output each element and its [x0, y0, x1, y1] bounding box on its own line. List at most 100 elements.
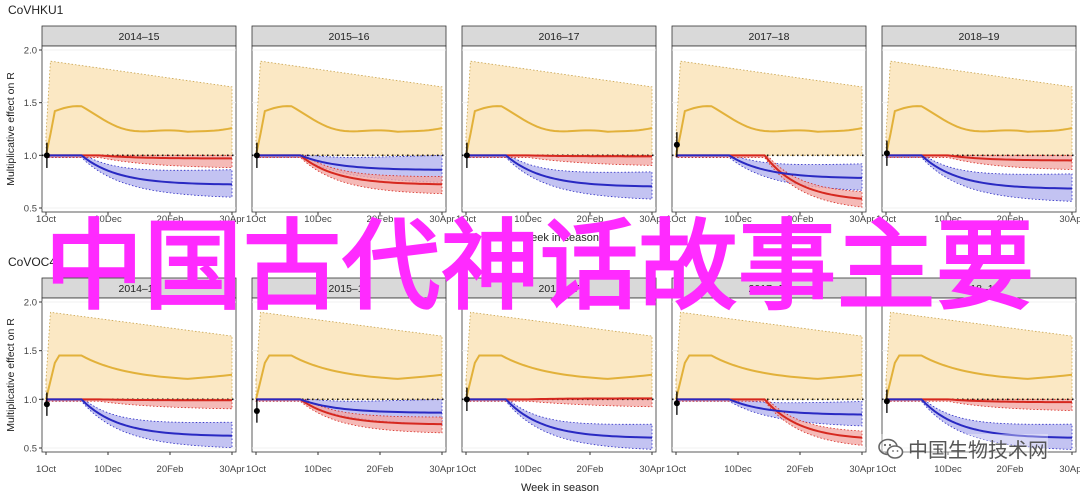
y-tick-label: 1.5 [24, 346, 37, 357]
x-tick-label: 1Oct [246, 464, 266, 475]
y-axis-title: Multiplicative effect on R [5, 318, 17, 432]
x-axis-title: Week in season [521, 482, 599, 494]
blue-series-line [256, 398, 443, 414]
x-tick-label: 30Apr [219, 214, 244, 225]
x-tick-label: 10Dec [934, 464, 962, 475]
intercept-point [43, 401, 50, 408]
x-tick-label: 10Dec [304, 214, 332, 225]
red-band [255, 154, 443, 195]
x-tick-label: 1Oct [36, 464, 56, 475]
x-tick-label: 1Oct [456, 214, 476, 225]
x-tick-label: 20Feb [787, 214, 814, 225]
x-tick-label: 1Oct [666, 214, 686, 225]
x-tick-label: 10Dec [514, 464, 542, 475]
intercept-point [253, 408, 260, 415]
y-tick-label: 0.5 [24, 204, 37, 215]
x-tick-label: 30Apr [849, 464, 874, 475]
wechat-icon [878, 438, 904, 459]
x-tick-label: 20Feb [997, 214, 1024, 225]
panel-strip-label: 2014–15 [119, 31, 160, 43]
blue-band [465, 398, 653, 450]
x-tick-label: 30Apr [1059, 464, 1080, 475]
intercept-point [463, 396, 470, 403]
x-tick-label: 20Feb [787, 464, 814, 475]
y-tick-label: 1.0 [24, 395, 37, 406]
blue-series-line [46, 398, 233, 437]
blue-series-line [676, 154, 863, 179]
yellow-series-line [45, 354, 233, 400]
intercept-point [43, 152, 50, 159]
x-tick-label: 20Feb [997, 464, 1024, 475]
y-tick-label: 0.5 [24, 444, 37, 455]
red-band [255, 398, 443, 434]
x-tick-label: 1Oct [666, 464, 686, 475]
yellow-band [255, 311, 443, 400]
yellow-series-line [675, 354, 863, 400]
x-tick-label: 1Oct [246, 214, 266, 225]
x-tick-label: 20Feb [367, 214, 394, 225]
x-tick-label: 10Dec [724, 464, 752, 475]
intercept-point [673, 141, 680, 148]
blue-series-line [886, 154, 1073, 190]
x-tick-label: 10Dec [514, 214, 542, 225]
yellow-series-line [675, 105, 863, 156]
blue-band [465, 154, 653, 200]
blue-band [255, 154, 443, 183]
yellow-series-line [465, 354, 653, 400]
x-tick-label: 10Dec [934, 214, 962, 225]
panel-2017–18: 2017–18 1Oct 10Dec 20Feb 30Apr [666, 277, 875, 475]
panel-strip-label: 2017–18 [749, 283, 790, 295]
panel-2018–19: 2018–19 1Oct 10Dec 20Feb 30Apr [876, 25, 1080, 225]
x-tick-label: 10Dec [94, 464, 122, 475]
watermark: 中国生物技术网 [878, 434, 1048, 463]
x-tick-label: 20Feb [157, 464, 184, 475]
y-tick-label: 1.0 [24, 151, 37, 162]
yellow-series-line [255, 354, 443, 400]
panel-2016–17: 2016–17 1Oct 10Dec 20Feb 30Apr [456, 25, 665, 225]
intercept-point [883, 398, 890, 405]
x-tick-label: 30Apr [1059, 214, 1080, 225]
panel-strip-label: 2018–19 [959, 283, 1000, 295]
intercept-point [463, 152, 470, 159]
x-tick-label: 20Feb [577, 464, 604, 475]
blue-band [45, 154, 233, 198]
yellow-series-line [45, 105, 233, 156]
x-tick-label: 1Oct [876, 464, 896, 475]
y-axis-title: Multiplicative effect on R [5, 72, 17, 186]
panel-strip-label: 2015–16 [329, 283, 370, 295]
y-tick-label: 1.5 [24, 98, 37, 109]
intercept-point [883, 150, 890, 157]
blue-series-line [466, 398, 653, 439]
x-tick-label: 20Feb [367, 464, 394, 475]
blue-series-line [256, 154, 443, 171]
panel-2014–15: 2014–15 1Oct 10Dec 20Feb 30Apr 0.5 1.0 1.5 2.0 [24, 277, 245, 475]
x-tick-label: 20Feb [577, 214, 604, 225]
facet-title: CoVOC43 [8, 255, 63, 269]
x-tick-label: 10Dec [94, 214, 122, 225]
x-tick-label: 30Apr [639, 464, 664, 475]
x-tick-label: 1Oct [876, 214, 896, 225]
x-tick-label: 10Dec [724, 214, 752, 225]
watermark-label: 中国生物技术网 [908, 438, 1048, 462]
blue-band [885, 154, 1073, 202]
blue-series-line [676, 398, 863, 416]
facet-title: CoVHKU1 [8, 3, 64, 17]
yellow-series-line [465, 105, 653, 156]
yellow-series-line [255, 105, 443, 156]
panel-strip-label: 2016–17 [539, 283, 580, 295]
panel-strip-label: 2015–16 [329, 31, 370, 43]
x-tick-label: 30Apr [429, 214, 454, 225]
blue-series-line [886, 398, 1073, 439]
yellow-series-line [885, 354, 1073, 400]
panel-2017–18: 2017–18 1Oct 10Dec 20Feb 30Apr [666, 25, 875, 225]
y-tick-label: 2.0 [24, 46, 37, 57]
x-tick-label: 30Apr [219, 464, 244, 475]
panel-2015–16: 2015–16 1Oct 10Dec 20Feb 30Apr [246, 25, 455, 225]
yellow-series-line [885, 105, 1073, 156]
panel-2014–15: 2014–15 1Oct 10Dec 20Feb 30Apr 0.5 1.0 1.5 2.0 [24, 25, 245, 225]
panel-strip-label: 2014–15 [119, 283, 160, 295]
blue-band [45, 398, 233, 449]
panel-2015–16: 2015–16 1Oct 10Dec 20Feb 30Apr [246, 277, 455, 475]
panel-strip-label: 2018–19 [959, 31, 1000, 43]
